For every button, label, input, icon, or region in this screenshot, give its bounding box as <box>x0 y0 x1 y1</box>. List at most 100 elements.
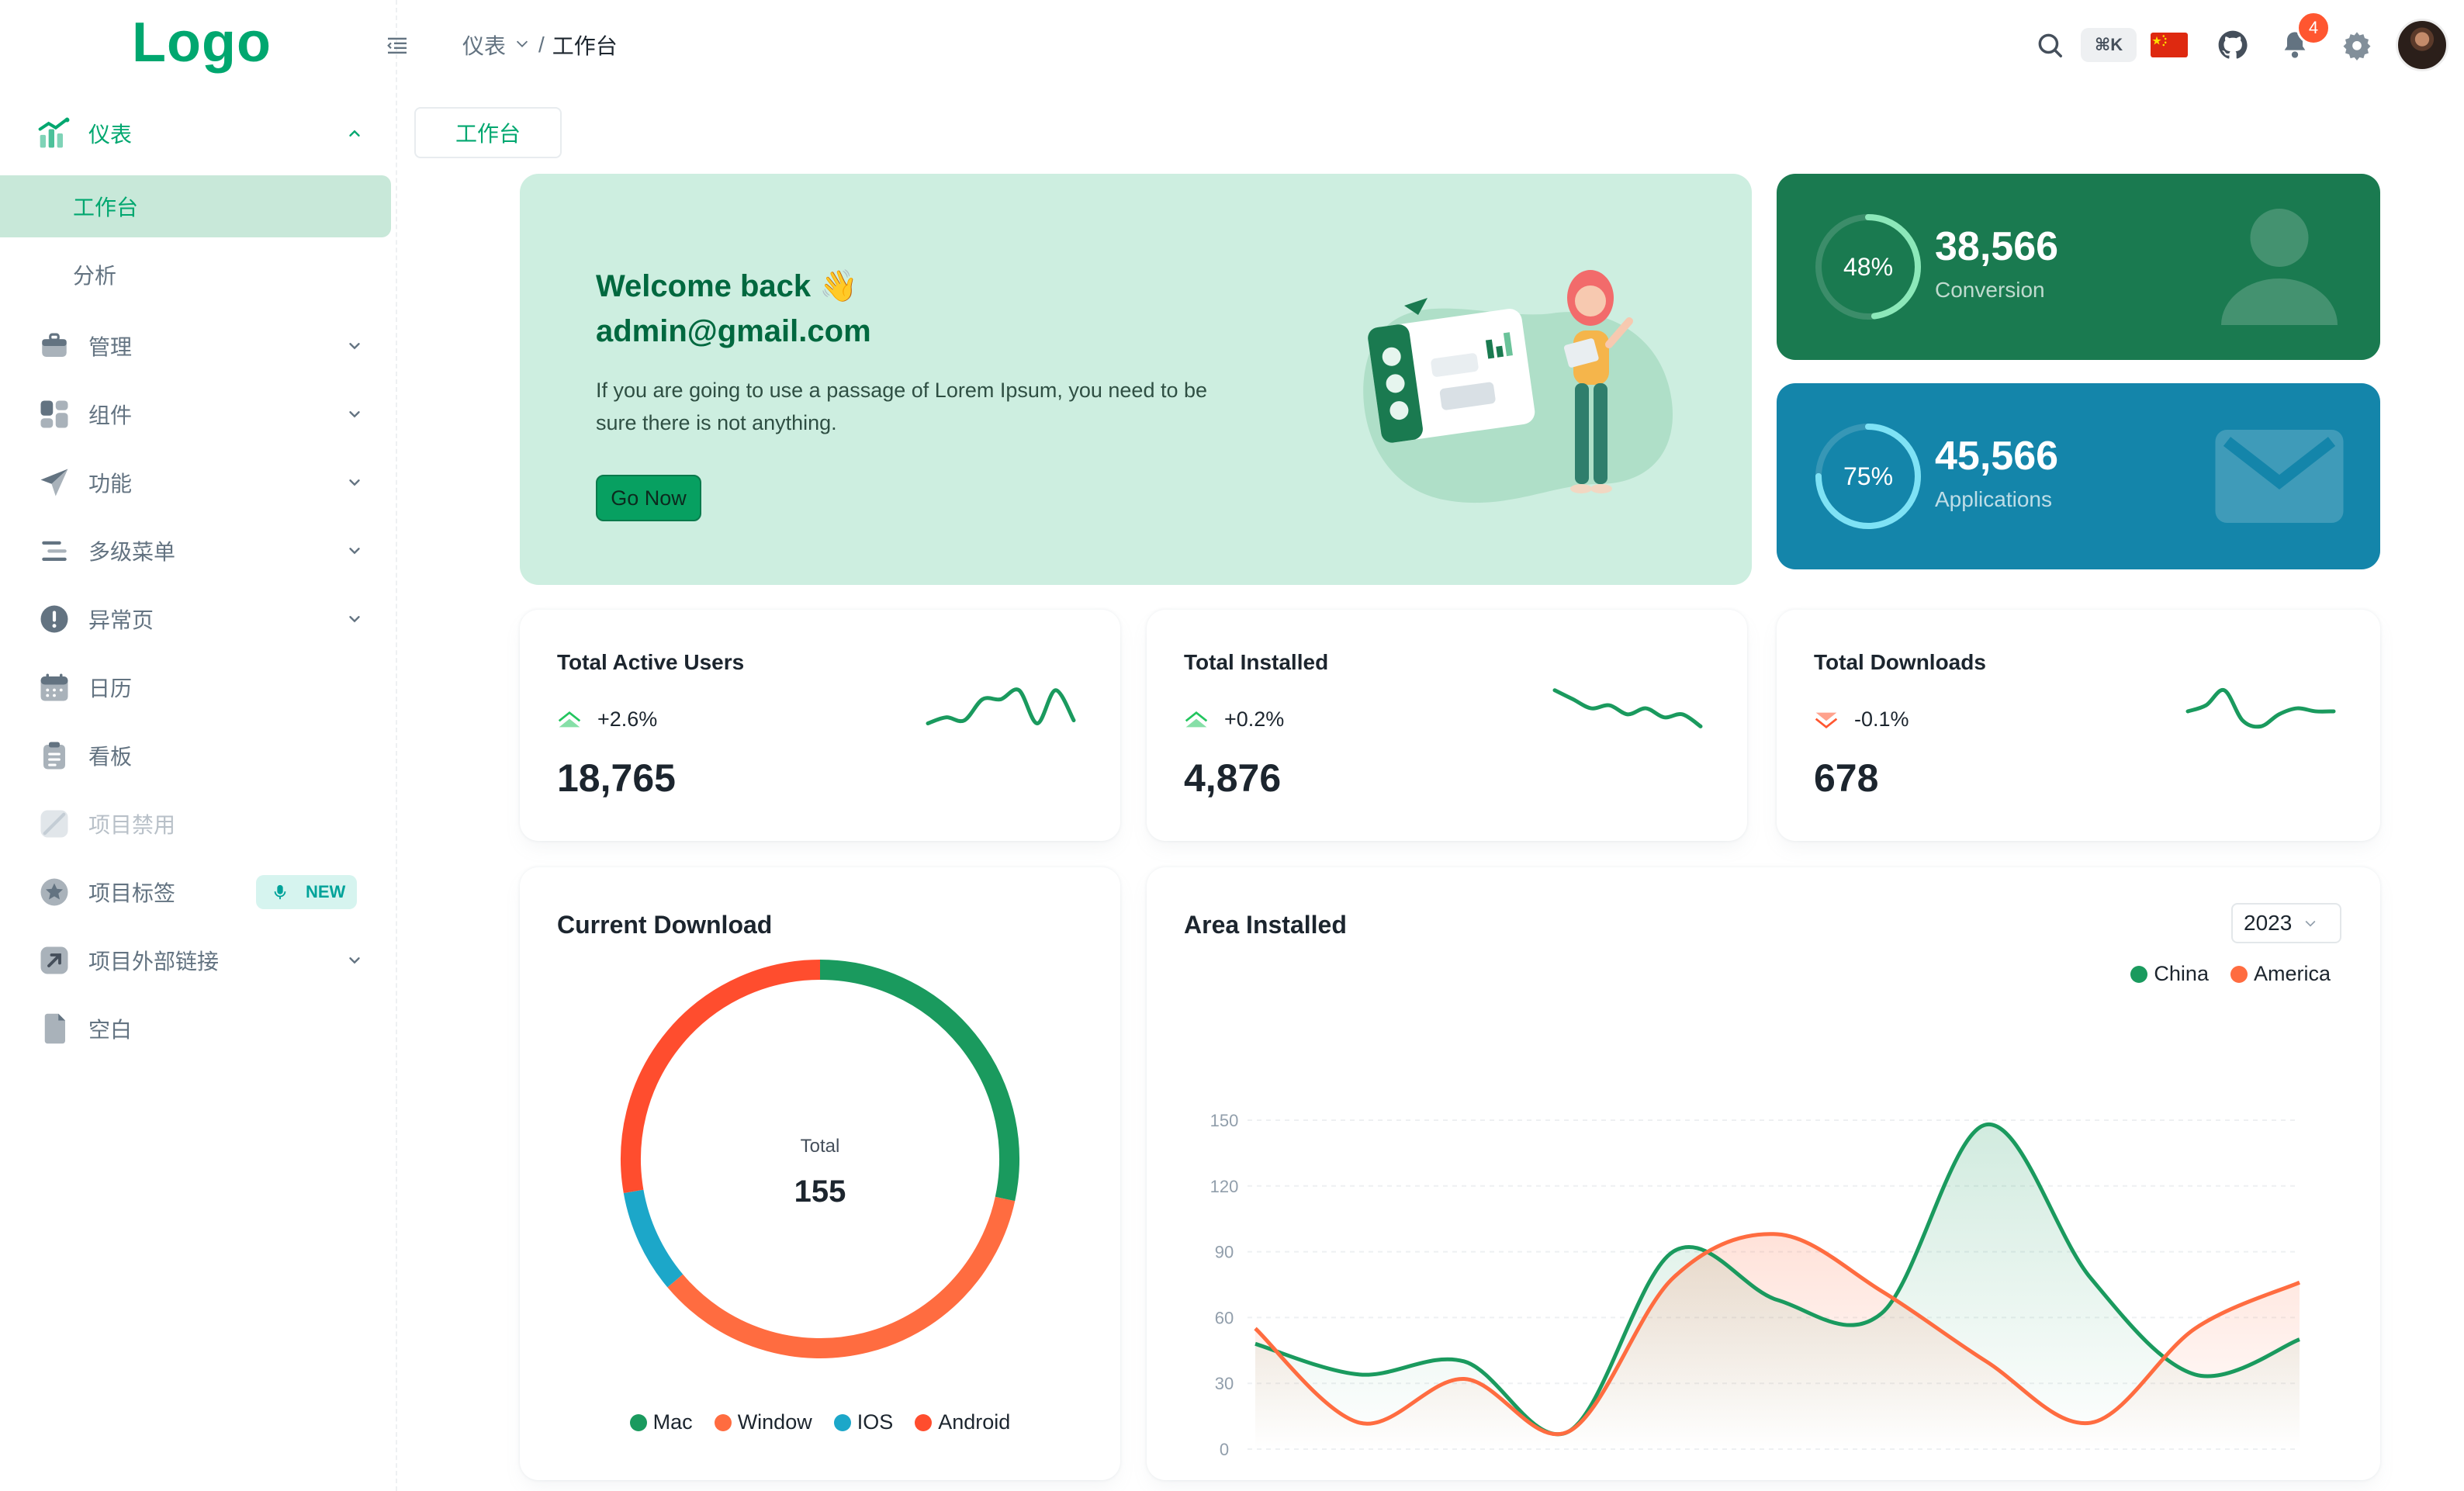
legend-item-ios[interactable]: IOS <box>833 1410 893 1434</box>
donut-legend: Mac Window IOS Android <box>520 1410 1120 1434</box>
trend-value: -0.1% <box>1854 707 1909 731</box>
trend-up-icon <box>1185 711 1208 727</box>
conversion-card: 48% 38,566 Conversion <box>1777 174 2380 360</box>
menu-levels-icon <box>37 534 71 568</box>
sidebar-item-dashboard[interactable]: 仪表 <box>0 102 397 164</box>
chevron-down-icon <box>344 404 365 424</box>
conversion-percent: 48% <box>1843 252 1894 281</box>
total-downloads-card: Total Downloads -0.1% 678 <box>1777 610 2380 841</box>
trend-up-icon <box>558 711 581 727</box>
sidebar-item-tag[interactable]: 项目标签 NEW <box>0 861 397 923</box>
user-avatar[interactable] <box>2396 19 2448 71</box>
legend-label: America <box>2253 962 2331 985</box>
total-active-users-card: Total Active Users +2.6% 18,765 <box>520 610 1120 841</box>
sidebar-item-label: 仪表 <box>88 123 133 147</box>
card-value: 4,876 <box>1184 756 1282 800</box>
card-title: Total Active Users <box>557 650 745 674</box>
sidebar-item-label: 空白 <box>88 1018 133 1042</box>
series-line-china[interactable] <box>1254 1123 2300 1437</box>
area-legend: China America <box>2130 962 2331 986</box>
legend-dot <box>915 1414 933 1431</box>
year-select-value: 2023 <box>2244 911 2293 935</box>
legend-item-mac[interactable]: Mac <box>629 1410 693 1434</box>
star-icon <box>37 875 71 909</box>
donut-center-value: 155 <box>794 1174 846 1209</box>
sidebar-item-label: 功能 <box>88 472 133 496</box>
area-fill-china <box>1255 1124 2300 1449</box>
trend-down-icon <box>1815 712 1838 728</box>
card-value: 18,765 <box>557 756 676 800</box>
breadcrumb-current: 工作台 <box>552 34 618 58</box>
sidebar-item-calendar[interactable]: 日历 <box>0 656 397 718</box>
applications-ring-progress <box>1815 424 1921 529</box>
tab-workbench[interactable]: 工作台 <box>414 107 562 158</box>
legend-label: China <box>2154 962 2209 985</box>
applications-label: Applications <box>1935 487 2052 511</box>
sidebar-item-multilevel-menu[interactable]: 多级菜单 <box>0 520 397 582</box>
sidebar-item-external-link[interactable]: 项目外部链接 <box>0 929 397 991</box>
current-download-card: Current Download Total 155 Mac Window IOS A… <box>520 867 1120 1480</box>
github-icon[interactable] <box>2208 20 2258 70</box>
donut-slice-window[interactable] <box>667 1196 1016 1358</box>
new-badge-label: NEW <box>306 882 346 901</box>
legend-item-china[interactable]: China <box>2130 962 2209 986</box>
y-tick-label: 90 <box>1215 1243 1234 1262</box>
legend-item-window[interactable]: Window <box>714 1410 812 1434</box>
breadcrumb-parent[interactable]: 仪表 <box>462 34 507 58</box>
sidebar-item-disabled: 项目禁用 <box>0 793 397 855</box>
legend-item-america[interactable]: America <box>2230 962 2331 986</box>
applications-value: 45,566 <box>1935 434 2059 479</box>
area-fill-america <box>1255 1233 2300 1449</box>
welcome-email: admin@gmail.com <box>596 314 871 348</box>
logo[interactable]: Logo <box>132 12 272 74</box>
legend-dot <box>2130 966 2148 983</box>
donut-slice-android[interactable] <box>621 960 821 1194</box>
sidebar-item-label: 组件 <box>88 403 133 427</box>
conversion-progress-ring <box>1815 214 1921 320</box>
welcome-banner: Welcome back 👋 admin@gmail.com If you ar… <box>520 174 1752 585</box>
donut-chart <box>621 960 1019 1358</box>
sidebar-item-analysis[interactable]: 分析 <box>0 244 391 306</box>
chevron-down-icon <box>344 472 365 493</box>
search-shortcut-kbd[interactable]: ⌘K <box>2081 28 2137 62</box>
donut-center-label: Total <box>800 1136 840 1157</box>
sidebar-item-label: 项目标签 <box>88 881 176 905</box>
search-icon[interactable] <box>2025 20 2075 70</box>
legend-dot <box>2230 966 2248 983</box>
sidebar-item-workbench[interactable]: 工作台 <box>0 175 391 237</box>
legend-dot <box>833 1414 851 1431</box>
go-now-button[interactable]: Go Now <box>596 475 701 521</box>
user-icon <box>2221 209 2338 325</box>
sidebar-item-management[interactable]: 管理 <box>0 315 397 377</box>
menu-collapse-icon[interactable] <box>383 31 411 59</box>
sparkline-line <box>2185 687 2336 729</box>
settings-gear-icon[interactable] <box>2332 20 2382 70</box>
breadcrumb-separator: / <box>538 33 545 57</box>
legend-label: Mac <box>652 1410 693 1434</box>
mic-icon <box>274 884 286 900</box>
applications-card: 75% 45,566 Applications <box>1777 383 2380 569</box>
legend-dot <box>714 1414 732 1431</box>
china-flag-icon[interactable] <box>2144 20 2194 70</box>
trend: +2.6% <box>557 707 657 732</box>
conversion-value: 38,566 <box>1935 224 2059 269</box>
chevron-down-icon[interactable] <box>514 33 531 57</box>
year-select[interactable]: 2023 <box>2231 903 2341 943</box>
file-icon <box>37 1012 71 1046</box>
briefcase-icon <box>37 329 71 363</box>
donut-slice-ios[interactable] <box>623 1189 683 1288</box>
donut-slice-mac[interactable] <box>819 960 1019 1202</box>
sidebar-item-kanban[interactable]: 看板 <box>0 725 397 787</box>
sidebar-item-components[interactable]: 组件 <box>0 383 397 445</box>
sidebar-item-error-pages[interactable]: 异常页 <box>0 588 397 650</box>
components-icon <box>37 397 71 431</box>
series-line-america[interactable] <box>1254 1232 2301 1437</box>
conversion-label: Conversion <box>1935 278 2045 302</box>
external-link-icon <box>37 943 71 977</box>
sidebar-item-blank[interactable]: 空白 <box>0 998 397 1060</box>
legend-item-android[interactable]: Android <box>915 1410 1010 1434</box>
trend-value: +0.2% <box>1224 707 1285 731</box>
sidebar-item-label: 异常页 <box>88 608 154 632</box>
sidebar-item-features[interactable]: 功能 <box>0 451 397 514</box>
calendar-icon <box>37 670 71 704</box>
